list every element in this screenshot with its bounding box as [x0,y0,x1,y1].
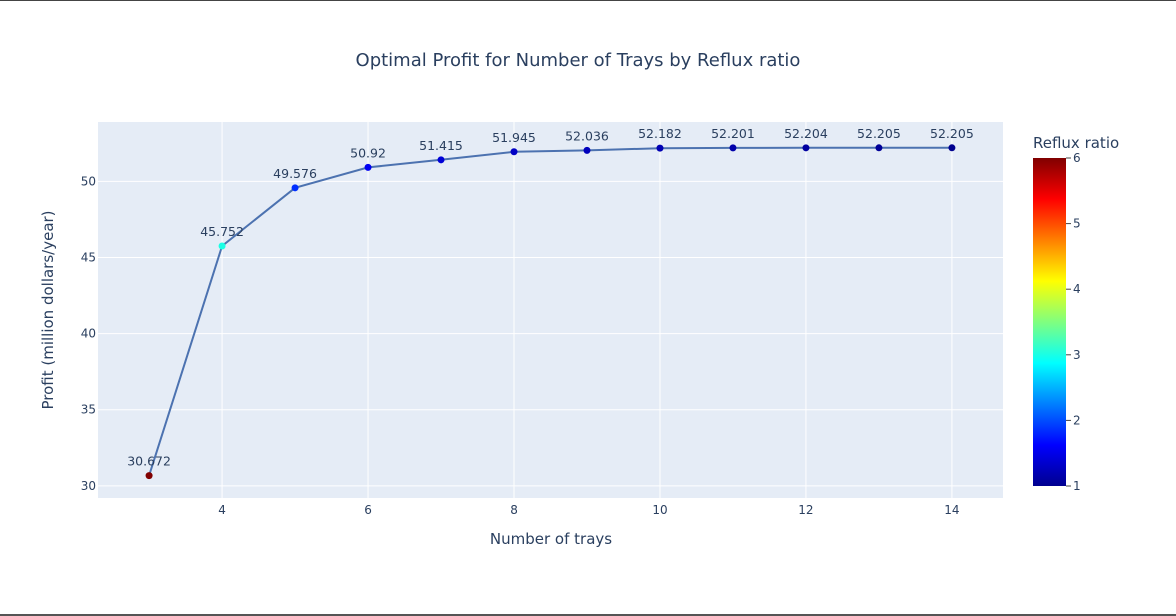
data-point-marker [802,144,810,152]
data-point-marker [656,144,664,152]
data-point-label: 52.205 [930,126,974,141]
x-tick-label: 4 [218,503,226,517]
data-point-label: 52.205 [857,126,901,141]
data-point-marker [875,144,883,152]
x-gridlines [221,122,953,498]
data-point-marker [145,472,153,480]
colorbar-title: Reflux ratio [1033,134,1119,152]
series-markers [145,144,956,480]
data-point-marker [437,156,445,164]
x-tick-label: 6 [364,503,372,517]
plot-area [98,122,1003,498]
y-tick-label: 40 [81,327,96,341]
window-bottom-border [0,614,1176,616]
window-top-border [0,0,1176,1]
x-tick-labels: 4 6 8 10 12 14 [218,503,959,517]
y-tick-label: 50 [81,174,96,188]
y-tick-labels: 30 35 40 45 50 [81,174,96,492]
colorbar-tick-label: 3 [1073,348,1081,362]
y-tick-label: 45 [81,250,96,264]
data-labels: 30.672 45.752 49.576 50.92 51.415 51.945 52.03… [127,126,974,469]
y-axis-title: Profit (million dollars/year) [39,210,57,409]
colorbar [1033,158,1066,486]
data-point-label: 50.92 [350,145,386,160]
data-point-label: 45.752 [200,224,244,239]
data-point-label: 49.576 [273,166,317,181]
colorbar-tick-label: 1 [1073,479,1081,493]
data-point-label: 52.182 [638,126,682,141]
data-point-marker [583,146,591,154]
profit-series-line [148,146,952,476]
colorbar-ticks: 1 2 3 4 5 6 [1066,151,1081,493]
colorbar-tick-label: 6 [1073,151,1081,165]
data-point-label: 52.201 [711,126,755,141]
y-tick-label: 35 [81,403,96,417]
data-point-marker [364,163,372,171]
x-tick-label: 14 [944,503,959,517]
x-tick-label: 10 [652,503,667,517]
data-point-marker [218,242,226,250]
data-point-label: 30.672 [127,454,171,469]
x-axis-title: Number of trays [490,530,612,548]
colorbar-tick-label: 5 [1073,217,1081,231]
x-tick-label: 12 [798,503,813,517]
x-tick-label: 8 [510,503,518,517]
colorbar-tick-label: 2 [1073,413,1081,427]
data-point-marker [729,144,737,152]
data-point-marker [510,148,518,156]
data-point-marker [948,144,956,152]
colorbar-tick-label: 4 [1073,282,1081,296]
data-point-label: 52.036 [565,128,609,143]
y-tick-label: 30 [81,479,96,493]
chart-title: Optimal Profit for Number of Trays by Re… [356,50,801,71]
data-point-marker [291,184,299,192]
y-gridlines [98,180,1003,487]
data-point-label: 51.945 [492,130,536,145]
data-point-label: 51.415 [419,138,463,153]
data-point-label: 52.204 [784,126,828,141]
